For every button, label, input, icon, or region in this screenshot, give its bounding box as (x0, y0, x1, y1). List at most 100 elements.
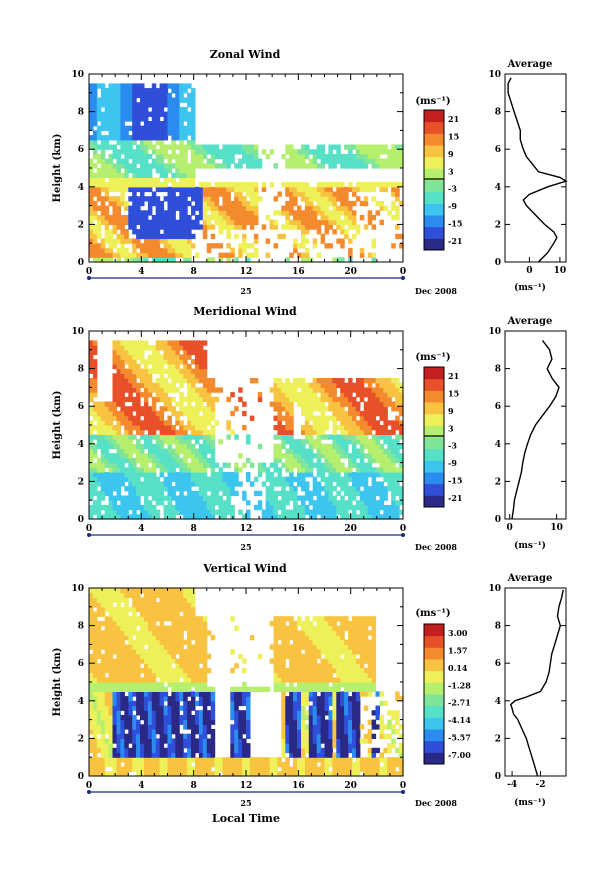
meridional-heatmap-cell (308, 495, 314, 501)
vertical-heatmap-cell (128, 672, 133, 678)
meridional-heatmap-cell (281, 396, 286, 403)
meridional-heatmap-cell (151, 504, 157, 511)
meridional-heatmap-cell (289, 396, 294, 403)
zonal-heatmap-cell (355, 224, 361, 230)
vertical-heatmap-cell (100, 738, 106, 744)
meridional-heatmap-cell (195, 363, 200, 370)
vertical-heatmap-cell (92, 710, 98, 716)
meridional-heatmap-cell (285, 476, 290, 482)
vertical-heatmap-cell (171, 743, 176, 749)
meridional-heatmap-cell (116, 378, 121, 384)
meridional-heatmap-cell (328, 392, 333, 398)
zonal-heatmap-cell (242, 186, 247, 193)
zonal-heatmap-cell (253, 219, 259, 225)
zonal-heatmap-cell (222, 200, 227, 207)
vertical-heatmap-cell (151, 738, 157, 744)
vertical-heatmap-cell (104, 625, 110, 631)
vertical-heatmap-cell (147, 602, 153, 608)
zonal-heatmap-cell (206, 205, 212, 211)
vertical-heatmap-cell (100, 606, 106, 613)
meridional-heatmap-cell (155, 476, 161, 482)
zonal-heatmap-cell (183, 243, 188, 249)
zonal-heatmap-cell (163, 116, 169, 122)
zonal-heatmap-cell (328, 182, 333, 188)
meridional-heatmap-cell (253, 490, 259, 497)
meridional-heatmap-cell (367, 382, 373, 388)
zonal-heatmap-cell (348, 163, 353, 169)
meridional-heatmap-cell (387, 453, 392, 459)
vertical-heatmap-cell (92, 771, 98, 777)
meridional-heatmap-cell (159, 340, 165, 346)
zonal-heatmap-cell (132, 243, 137, 249)
vertical-heatmap-cell (187, 705, 192, 711)
meridional-heatmap-cell (340, 500, 345, 506)
vertical-heatmap-cell (140, 686, 145, 692)
zonal-heatmap-cell (155, 210, 161, 216)
meridional-heatmap-cell (344, 453, 349, 459)
meridional-colorbar-segment (424, 469, 444, 473)
zonal-heatmap-cell (140, 116, 145, 122)
vertical-heatmap-cell (140, 602, 145, 608)
meridional-heatmap-cell (359, 504, 365, 511)
zonal-heatmap-cell (301, 191, 306, 197)
meridional-heatmap-cell (198, 467, 204, 473)
meridional-heatmap-cell (89, 467, 94, 473)
meridional-heatmap-cell (175, 373, 180, 379)
meridional-heatmap-cell (198, 462, 204, 468)
zonal-heatmap-cell (387, 163, 392, 169)
meridional-heatmap-cell (304, 420, 310, 426)
zonal-x-tick-label: 16 (292, 267, 305, 277)
zonal-heatmap-cell (183, 116, 188, 122)
meridional-heatmap-cell (89, 486, 94, 492)
vertical-heatmap-cell (175, 588, 180, 594)
zonal-heatmap-cell (371, 215, 377, 221)
zonal-colorbar-segment (424, 135, 444, 139)
zonal-heatmap-cell (226, 196, 231, 202)
vertical-heatmap-cell (140, 620, 145, 627)
zonal-heatmap-cell (167, 130, 172, 136)
meridional-heatmap-cell (202, 434, 208, 440)
vertical-heatmap-cell (151, 691, 157, 697)
meridional-heatmap-cell (308, 457, 314, 464)
meridional-heatmap-cell (128, 504, 133, 511)
zonal-heatmap-cell (132, 163, 137, 169)
meridional-heatmap-cell (399, 453, 404, 459)
meridional-heatmap-cell (89, 514, 94, 520)
vertical-heatmap-cell (136, 663, 141, 669)
zonal-heatmap-cell (89, 168, 94, 174)
vertical-heatmap-cell (195, 677, 200, 683)
zonal-heatmap-cell (202, 205, 208, 211)
meridional-heatmap-cell (379, 486, 384, 492)
meridional-heatmap-cell (120, 382, 125, 388)
vertical-heatmap-cell (159, 602, 165, 608)
zonal-heatmap-cell (206, 215, 212, 221)
meridional-heatmap-cell (210, 429, 216, 435)
zonal-heatmap-cell (202, 229, 208, 235)
meridional-heatmap-cell (151, 349, 157, 356)
zonal-heatmap-cell (379, 163, 384, 169)
vertical-heatmap-cell (163, 710, 169, 716)
meridional-heatmap-cell (163, 359, 169, 365)
vertical-heatmap-cell (163, 752, 169, 758)
zonal-heatmap-cell (89, 111, 94, 117)
meridional-heatmap-cell (336, 401, 341, 407)
zonal-heatmap-cell (367, 215, 373, 221)
meridional-heatmap-cell (281, 462, 286, 468)
zonal-heatmap-cell (281, 153, 286, 160)
meridional-heatmap-cell (375, 457, 380, 464)
vertical-heatmap-cell (155, 691, 161, 697)
meridional-heatmap-cell (320, 392, 326, 398)
vertical-heatmap-cell (89, 602, 94, 608)
zonal-heatmap-cell (112, 196, 117, 202)
vertical-heatmap-cell (96, 635, 102, 641)
meridional-heatmap-cell (89, 345, 94, 351)
zonal-heatmap-cell (163, 168, 169, 174)
meridional-heatmap-cell (128, 467, 133, 473)
meridional-heatmap-cell (312, 401, 318, 407)
vertical-heatmap-cell (112, 667, 117, 674)
meridional-heatmap-cell (108, 406, 114, 412)
vertical-heatmap-cell (92, 705, 98, 711)
zonal-heatmap-cell (179, 215, 184, 221)
meridional-heatmap-cell (108, 472, 114, 478)
meridional-colorbar-segment (424, 376, 444, 380)
